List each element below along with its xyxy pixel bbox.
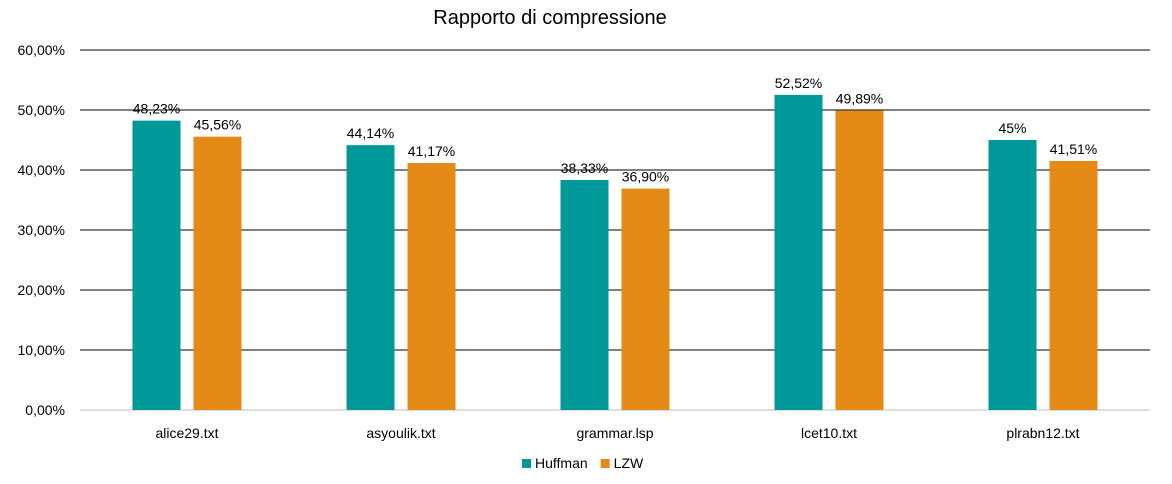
- bar-lzw: [193, 136, 242, 410]
- x-category-label: asyoulik.txt: [366, 425, 435, 441]
- y-tick-label: 20,00%: [18, 282, 65, 298]
- data-label: 48,23%: [133, 101, 180, 117]
- data-labels: 48,23% 45,56% 44,14% 41,17% 38,33% 36,90% 52,5…: [133, 75, 1097, 185]
- bar-huffman: [132, 120, 181, 411]
- x-category-label: grammar.lsp: [576, 425, 653, 441]
- y-tick-label: 30,00%: [18, 222, 65, 238]
- data-label: 36,90%: [622, 169, 669, 185]
- bar-lzw: [407, 162, 456, 410]
- bar-lzw: [1049, 160, 1098, 410]
- legend-swatch-lzw: [600, 459, 610, 468]
- y-axis-tick-labels: 0,00% 10,00% 20,00% 30,00% 40,00% 50,00% 60,00…: [18, 42, 65, 418]
- x-category-label: plrabn12.txt: [1006, 425, 1079, 441]
- y-tick-label: 10,00%: [18, 342, 65, 358]
- bar-lzw: [835, 110, 884, 410]
- bars: [132, 94, 1098, 411]
- data-label: 52,52%: [775, 75, 822, 91]
- y-tick-label: 40,00%: [18, 162, 65, 178]
- x-category-label: alice29.txt: [155, 425, 218, 441]
- gridlines: [80, 49, 1150, 411]
- data-label: 44,14%: [347, 125, 394, 141]
- data-label: 49,89%: [836, 91, 883, 107]
- bar-huffman: [774, 94, 823, 410]
- data-label: 41,51%: [1050, 141, 1097, 157]
- y-tick-label: 50,00%: [18, 102, 65, 118]
- legend-swatch-huffman: [522, 459, 531, 468]
- chart-title: Rapporto di compressione: [433, 7, 666, 29]
- legend: Huffman LZW: [522, 455, 644, 471]
- legend-label: LZW: [614, 455, 644, 471]
- bar-huffman: [988, 140, 1037, 410]
- data-label: 41,17%: [408, 143, 455, 159]
- y-tick-label: 0,00%: [25, 402, 65, 418]
- x-axis-category-labels: alice29.txt asyoulik.txt grammar.lsp lcet10…: [155, 425, 1079, 441]
- bar-huffman: [346, 145, 395, 410]
- legend-label: Huffman: [535, 455, 588, 471]
- data-label: 38,33%: [561, 160, 608, 176]
- y-tick-label: 60,00%: [18, 42, 65, 58]
- x-category-label: lcet10.txt: [801, 425, 857, 441]
- bar-huffman: [560, 180, 609, 410]
- data-label: 45,56%: [194, 117, 241, 133]
- bar-lzw: [621, 188, 670, 410]
- data-label: 45%: [998, 120, 1026, 136]
